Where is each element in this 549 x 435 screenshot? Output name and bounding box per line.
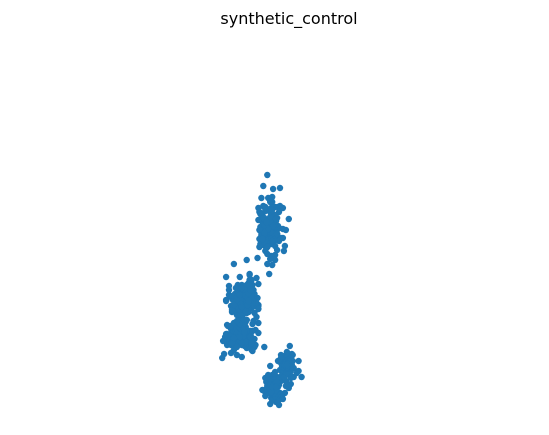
scatter-point <box>274 231 280 237</box>
scatter-point <box>273 384 279 390</box>
scatter-point <box>269 207 275 213</box>
scatter-point <box>239 285 245 291</box>
chart-title: synthetic_control <box>220 9 357 29</box>
scatter-point <box>248 340 254 346</box>
scatter-point <box>261 344 267 350</box>
scatter-point <box>277 185 283 191</box>
scatter-point <box>231 261 237 267</box>
scatter-point <box>244 257 250 263</box>
scatter-point <box>267 214 273 220</box>
scatter-point <box>255 306 261 312</box>
scatter-point <box>286 216 292 222</box>
scatter-point <box>239 354 245 360</box>
scatter-point <box>273 216 279 222</box>
scatter-point <box>242 329 248 335</box>
scatter-point <box>245 298 251 304</box>
scatter-point <box>274 247 280 253</box>
scatter-point <box>267 256 273 262</box>
scatter-point <box>276 209 282 215</box>
scatter-point <box>237 292 243 298</box>
scatter-point <box>231 302 237 308</box>
scatter-point <box>223 274 229 280</box>
scatter-point <box>264 172 270 178</box>
scatter-point <box>239 304 245 310</box>
scatter-point <box>258 195 264 201</box>
scatter-point <box>255 281 261 287</box>
scatter-point <box>267 197 273 203</box>
scatter-point <box>237 274 243 280</box>
scatter-point <box>255 330 261 336</box>
scatter-point <box>247 334 253 340</box>
scatter-point <box>260 183 266 189</box>
scatter-point <box>269 238 275 244</box>
scatter-point <box>249 348 255 354</box>
scatter-point <box>264 244 270 250</box>
scatter-point <box>234 318 240 324</box>
scatter-point <box>267 363 273 369</box>
scatter-point <box>237 334 243 340</box>
scatter-point <box>247 287 253 293</box>
scatter-points <box>219 172 305 408</box>
scatter-point <box>244 317 250 323</box>
scatter-point <box>295 358 301 364</box>
scatter-point <box>254 255 260 261</box>
scatter-point <box>223 298 229 304</box>
scatter-point <box>261 230 267 236</box>
scatter-point <box>263 219 269 225</box>
scatter-point <box>287 343 293 349</box>
scatter-point <box>249 321 255 327</box>
scatter-point <box>220 338 226 344</box>
scatter-point <box>234 344 240 350</box>
scatter-point <box>224 322 230 328</box>
scatter-point <box>231 335 237 341</box>
scatter-point <box>272 369 278 375</box>
scatter-point <box>269 262 275 268</box>
scatter-point <box>259 236 265 242</box>
scatter-point <box>266 271 272 277</box>
scatter-point <box>219 355 225 361</box>
scatter-point <box>281 248 287 254</box>
scatter-point <box>270 186 276 192</box>
scatter-point <box>284 362 290 368</box>
scatter-point <box>226 287 232 293</box>
